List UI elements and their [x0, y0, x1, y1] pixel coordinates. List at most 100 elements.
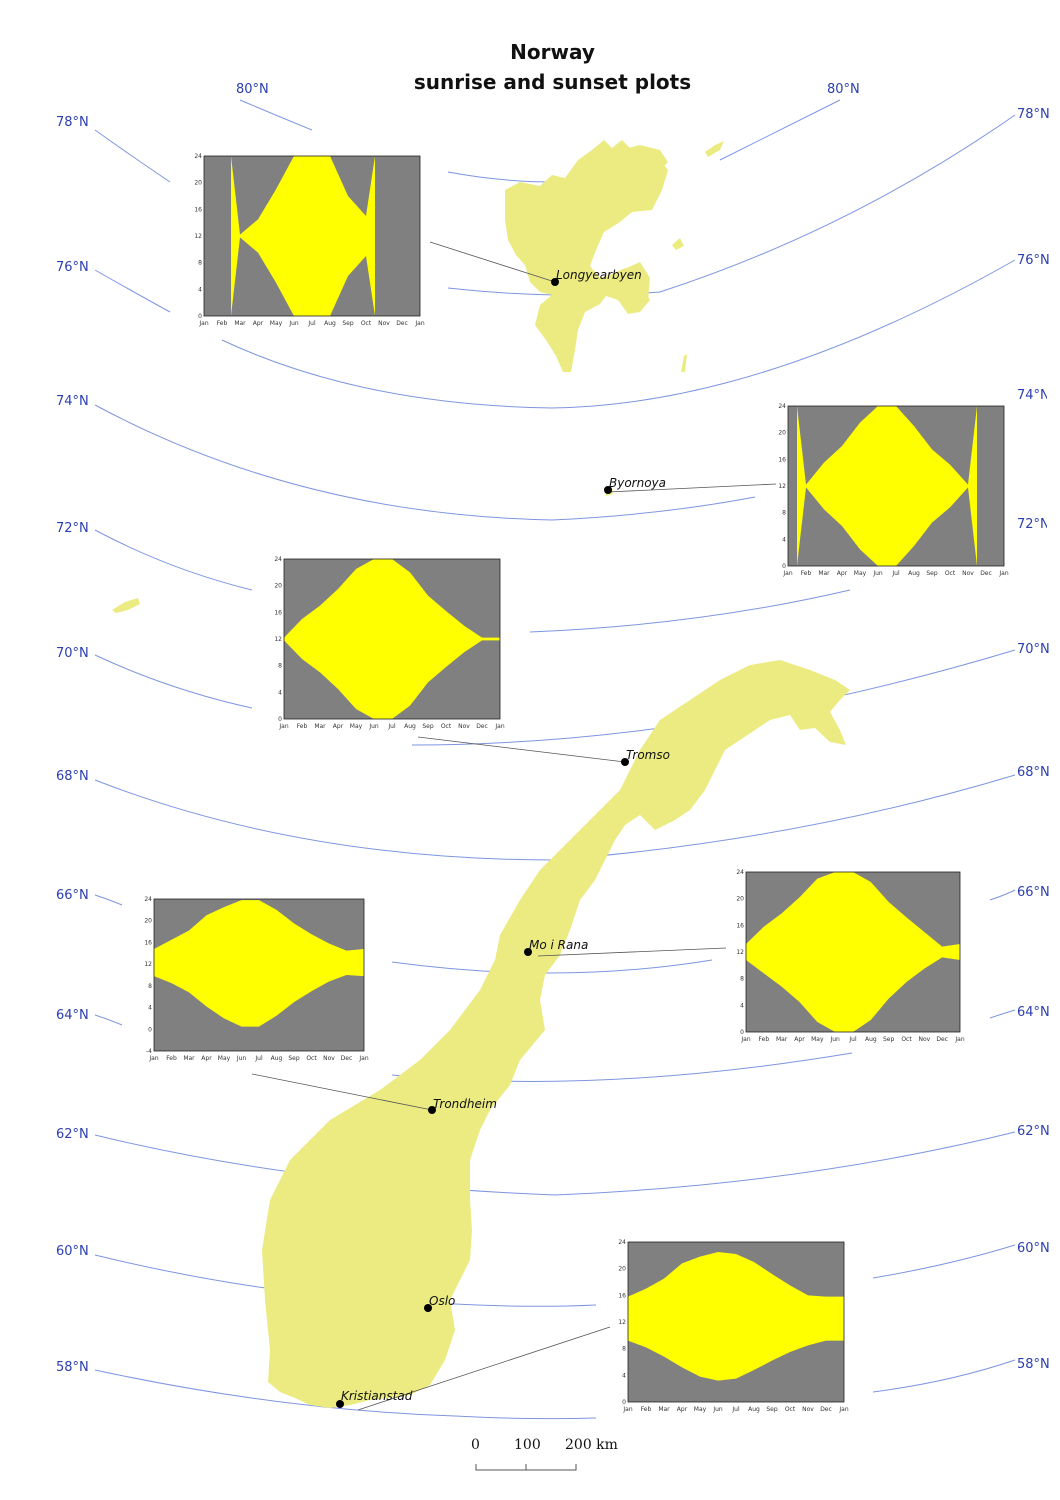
x-tick-label: Mar: [776, 1036, 788, 1043]
x-tick-label: Jan: [414, 320, 424, 327]
x-tick-label: Aug: [271, 1055, 283, 1062]
y-tick-label: 12: [194, 233, 202, 240]
x-tick-label: Sep: [342, 320, 354, 327]
y-tick-label: 4: [278, 689, 282, 696]
x-tick-label: Nov: [323, 1055, 335, 1062]
lat-label: 68°N: [56, 769, 89, 784]
x-tick-label: Mar: [658, 1406, 670, 1413]
lat-label: 62°N: [56, 1127, 89, 1142]
x-tick-label: Jun: [712, 1406, 723, 1413]
lat-label: 64°N: [1017, 1005, 1050, 1020]
mainland-norway: [262, 660, 850, 1408]
nordaustlandet: [600, 145, 668, 175]
small-island-1: [672, 238, 684, 250]
lat-label: 72°N: [1017, 517, 1047, 532]
city-label-trondheim: Trondheim: [433, 1097, 497, 1111]
scale-label-100: 100: [514, 1437, 541, 1453]
x-tick-label: Jan: [358, 1055, 368, 1062]
x-tick-label: Jun: [236, 1055, 247, 1062]
x-tick-label: Jun: [368, 723, 379, 730]
y-tick-label: 4: [148, 1005, 152, 1012]
lat-label: 78°N: [56, 115, 89, 130]
x-tick-label: Jul: [387, 723, 396, 730]
x-tick-label: Mar: [314, 723, 326, 730]
y-tick-label: 12: [778, 483, 786, 490]
y-tick-label: 0: [622, 1399, 626, 1406]
x-tick-label: Dec: [341, 1055, 353, 1062]
hopen: [681, 354, 687, 372]
y-tick-label: 8: [622, 1346, 626, 1353]
x-tick-label: Jan: [278, 723, 288, 730]
x-tick-label: Jan: [740, 1036, 750, 1043]
daylight-area: [746, 872, 960, 1032]
x-tick-label: May: [218, 1055, 231, 1062]
jan-mayen: [112, 598, 140, 613]
x-tick-label: Dec: [980, 570, 992, 577]
daylight-area: [231, 156, 375, 316]
x-tick-label: Nov: [918, 1036, 930, 1043]
y-tick-label: 4: [782, 536, 786, 543]
inset-chart-mo-i-rana: 0 4 8 12 16 20 24 Jan Feb Mar Apr May Jun Jul Aug Sep Oc…: [734, 866, 970, 1046]
city-marker-byornoya: [604, 486, 612, 494]
x-tick-label: Dec: [476, 723, 488, 730]
daylight-area: [154, 900, 364, 1027]
y-tick-label: 8: [148, 983, 152, 990]
lat-label: 64°N: [56, 1008, 89, 1023]
x-tick-label: Apr: [677, 1406, 688, 1413]
x-tick-label: Oct: [441, 723, 452, 730]
x-tick-label: Sep: [926, 570, 938, 577]
inset-chart-longyearbyen: 0 4 8 12 16 20 24 Jan Feb Mar Apr May Jun Jul Aug Sep Oc…: [192, 150, 430, 330]
x-tick-label: Jan: [494, 723, 504, 730]
y-tick-label: -4: [146, 1048, 152, 1055]
y-tick-label: 4: [198, 286, 202, 293]
city-label-byornoya: Byornoya: [609, 476, 667, 490]
y-tick-label: 16: [194, 206, 202, 213]
x-tick-label: Feb: [801, 570, 812, 577]
scale-label-200: 200 km: [565, 1437, 618, 1453]
city-label-longyearbyen: Longyearbyen: [556, 268, 642, 282]
lat-label: 76°N: [1017, 253, 1050, 268]
y-tick-label: 4: [740, 1002, 744, 1009]
lat-label: 70°N: [56, 646, 89, 661]
lat-label: 74°N: [56, 394, 89, 409]
x-tick-label: Apr: [333, 723, 344, 730]
x-tick-label: Sep: [883, 1036, 895, 1043]
x-tick-label: Jan: [838, 1406, 848, 1413]
x-tick-label: Feb: [641, 1406, 652, 1413]
y-tick-label: 8: [198, 260, 202, 267]
y-tick-label: 24: [194, 153, 202, 160]
city-label-mo-i-rana: Mo i Rana: [529, 938, 589, 952]
x-tick-label: Dec: [936, 1036, 948, 1043]
y-tick-label: 16: [736, 922, 744, 929]
y-tick-label: 20: [778, 430, 786, 437]
inset-chart-byornoya: 0 4 8 12 16 20 24 Jan Feb Mar Apr May Jun Jul Aug Sep Oc…: [776, 400, 1014, 580]
x-tick-label: Jan: [148, 1055, 158, 1062]
x-tick-label: Feb: [217, 320, 228, 327]
svalbard-landmass: [505, 140, 668, 372]
y-tick-label: 0: [198, 313, 202, 320]
x-tick-label: Aug: [865, 1036, 877, 1043]
y-tick-label: 8: [782, 510, 786, 517]
city-marker-oslo: [424, 1304, 432, 1312]
x-tick-label: Apr: [794, 1036, 805, 1043]
land-areas: [112, 140, 850, 1408]
x-tick-label: Jul: [891, 570, 900, 577]
x-tick-label: Jan: [954, 1036, 964, 1043]
y-tick-label: 16: [144, 939, 152, 946]
y-tick-label: 0: [782, 563, 786, 570]
x-tick-label: Dec: [820, 1406, 832, 1413]
x-tick-label: Apr: [201, 1055, 212, 1062]
x-tick-label: Jan: [782, 570, 792, 577]
x-tick-label: Jan: [198, 320, 208, 327]
y-tick-label: 12: [274, 636, 282, 643]
x-tick-label: Jun: [872, 570, 883, 577]
y-tick-label: 16: [778, 456, 786, 463]
y-tick-label: 12: [618, 1319, 626, 1326]
map-title: Norway: [510, 40, 595, 64]
inset-chart-trondheim: -4 0 4 8 12 16 20 24 Jan Feb Mar Apr May Jun Jul Aug Sep…: [142, 893, 374, 1065]
kvitoya: [705, 141, 724, 157]
lat-label: 68°N: [1017, 765, 1050, 780]
lat-label: 66°N: [1017, 885, 1050, 900]
x-tick-label: Oct: [361, 320, 372, 327]
y-tick-label: 24: [618, 1239, 626, 1246]
